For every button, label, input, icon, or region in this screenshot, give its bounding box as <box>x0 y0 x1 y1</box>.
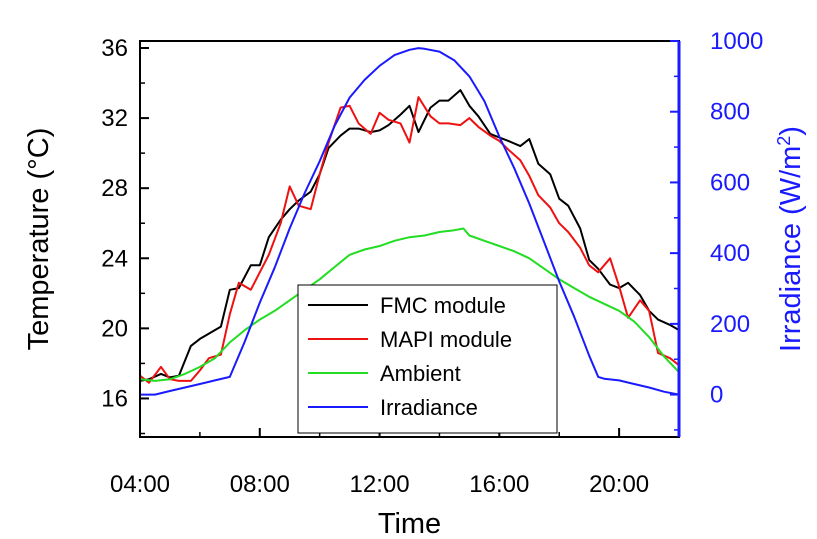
y-left-tick-label: 20 <box>101 315 128 342</box>
y-left-tick-label: 28 <box>101 175 128 202</box>
y-right-tick-label: 600 <box>710 169 750 196</box>
x-tick-label: 08:00 <box>230 471 290 498</box>
x-tick-label: 16:00 <box>469 471 529 498</box>
y-left-tick-label: 16 <box>101 385 128 412</box>
legend-label: Irradiance <box>380 395 478 420</box>
y-right-tick-label: 0 <box>710 382 723 409</box>
y-right-tick-label: 200 <box>710 311 750 338</box>
series-layer <box>139 47 680 396</box>
x-tick-label: 04:00 <box>110 471 170 498</box>
y-left-axis-title: Temperature (°C) <box>23 128 55 351</box>
y-right-axis-title-end: ) <box>775 126 807 136</box>
y-left-tick-label: 32 <box>101 105 128 132</box>
y-left-tick-label: 24 <box>101 245 128 272</box>
legend-label: MAPI module <box>380 327 512 352</box>
series-line-ambient <box>139 227 680 382</box>
series-line-mapi-module <box>139 96 680 384</box>
series-line-irradiance <box>140 47 680 396</box>
series-line-fmc-module <box>139 89 680 382</box>
axes-layer: 04:00 08:00 12:00 16:00 20:00 16 20 24 28 32 36 0 20… <box>101 28 763 498</box>
legend-label: Ambient <box>380 361 461 386</box>
x-tick-label: 12:00 <box>350 471 410 498</box>
legend-label: FMC module <box>380 293 506 318</box>
y-right-tick-label: 1000 <box>710 28 763 55</box>
y-right-tick-label: 400 <box>710 240 750 267</box>
legend: FMC module MAPI module Ambient Irradiance <box>297 284 558 434</box>
legend-box <box>297 284 558 434</box>
y-right-axis-title-main: Irradiance (W/m <box>775 146 807 352</box>
y-right-axis-title: Irradiance (W/m2) <box>774 126 807 352</box>
x-axis-title: Time <box>378 508 441 539</box>
y-right-tick-label: 800 <box>710 99 750 126</box>
y-right-axis-title-sup: 2 <box>774 136 794 146</box>
y-left-tick-label: 36 <box>101 35 128 62</box>
x-tick-label: 20:00 <box>589 471 649 498</box>
